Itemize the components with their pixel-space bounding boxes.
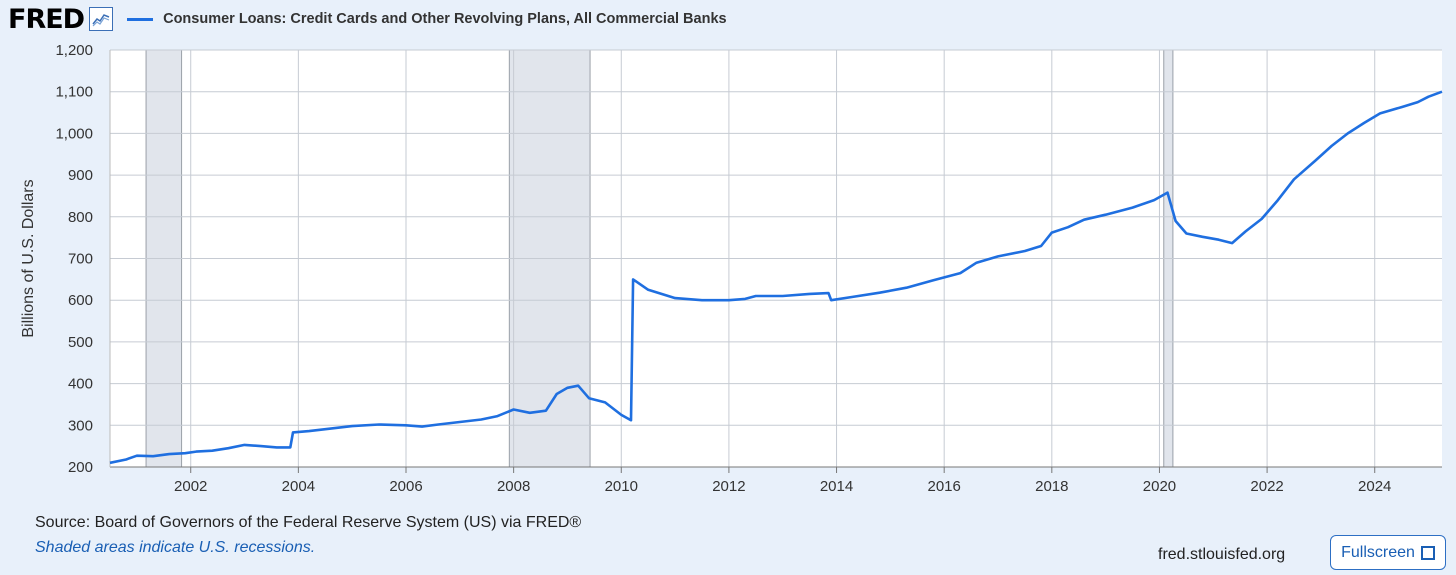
x-tick-label: 2012 bbox=[712, 478, 745, 495]
fullscreen-label: Fullscreen bbox=[1341, 543, 1415, 561]
x-tick-label: 2002 bbox=[174, 478, 207, 495]
y-tick-label: 200 bbox=[68, 459, 93, 476]
y-tick-label: 300 bbox=[68, 417, 93, 434]
x-tick-label: 2018 bbox=[1035, 478, 1068, 495]
legend-swatch bbox=[127, 17, 154, 21]
chart-svg: 200 300 400 500 600 700 800 900 1,000 1,100 1,200 2… bbox=[20, 42, 1443, 495]
y-tick-label: 600 bbox=[68, 292, 93, 309]
y-tick-label: 800 bbox=[68, 209, 93, 226]
x-tick-label: 2014 bbox=[820, 478, 853, 495]
x-tick-label: 2006 bbox=[389, 478, 422, 495]
expand-icon bbox=[1420, 545, 1435, 560]
x-tick-label: 2016 bbox=[927, 478, 960, 495]
source-note: Source: Board of Governors of the Federa… bbox=[35, 514, 582, 531]
y-tick-label: 900 bbox=[68, 167, 93, 184]
fred-logo[interactable]: FRED bbox=[8, 3, 85, 35]
recession-note: Shaded areas indicate U.S. recessions. bbox=[35, 539, 316, 556]
x-tick-label: 2004 bbox=[282, 478, 315, 495]
y-tick-label: 500 bbox=[68, 334, 93, 351]
series-line bbox=[109, 90, 1443, 465]
site-link[interactable]: fred.stlouisfed.org bbox=[1158, 546, 1286, 563]
x-tick-label: 2020 bbox=[1143, 478, 1176, 495]
y-tick-label: 1,200 bbox=[55, 42, 93, 59]
y-tick-label: 400 bbox=[68, 376, 93, 393]
chart-header: FRED Consumer Loans: Credit Cards and Ot… bbox=[8, 3, 727, 35]
series-title: Consumer Loans: Credit Cards and Other R… bbox=[163, 11, 727, 27]
x-tick-label: 2022 bbox=[1250, 478, 1283, 495]
x-tick-label: 2024 bbox=[1358, 478, 1391, 495]
y-tick-label: 1,100 bbox=[55, 84, 93, 101]
x-tick-label: 2008 bbox=[497, 478, 530, 495]
y-tick-label: 1,000 bbox=[55, 125, 93, 142]
y-axis-label: Billions of U.S. Dollars bbox=[20, 179, 37, 337]
line-chart-icon[interactable] bbox=[89, 7, 114, 31]
y-tick-label: 700 bbox=[68, 251, 93, 268]
fullscreen-button[interactable]: Fullscreen bbox=[1330, 535, 1446, 570]
x-tick-label: 2010 bbox=[605, 478, 638, 495]
